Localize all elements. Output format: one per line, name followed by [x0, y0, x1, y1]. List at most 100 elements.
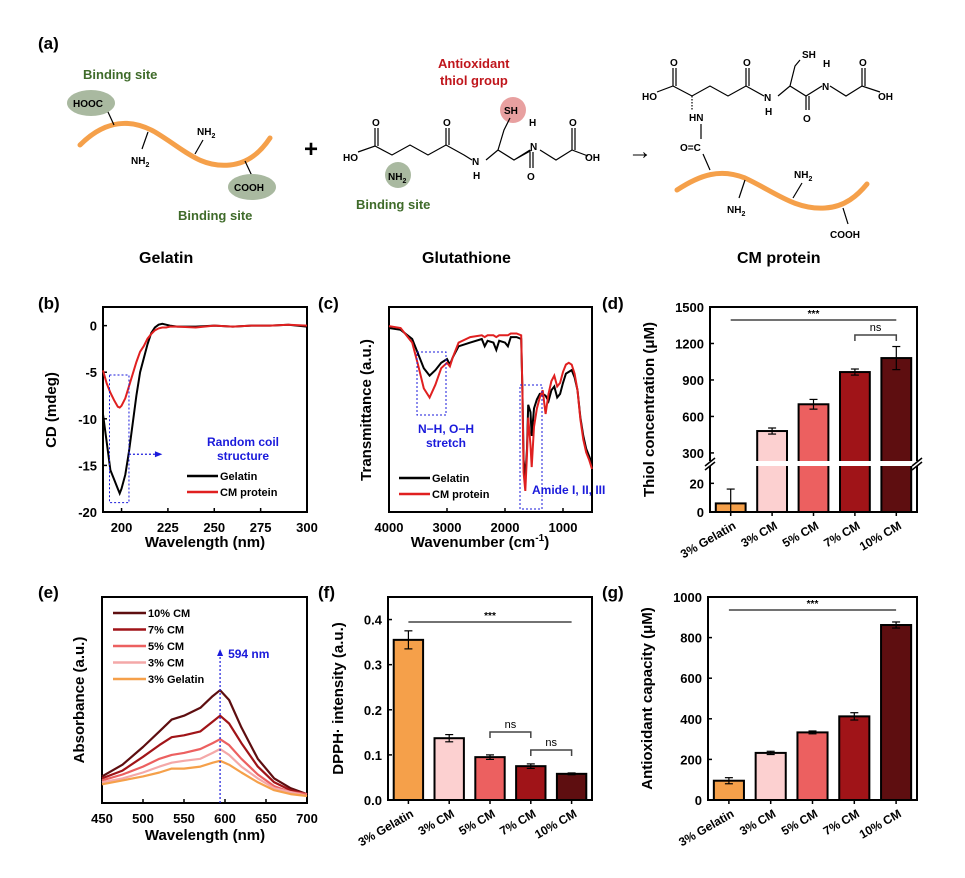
x-tick-label: 4000 — [375, 520, 404, 535]
y-tick-label: 0 — [697, 505, 704, 520]
binding-site-label: Binding site — [83, 67, 157, 82]
bond — [792, 182, 803, 199]
panel-label-d: (d) — [602, 294, 624, 313]
series-line-gelatin — [388, 327, 593, 479]
h-label: H — [823, 59, 830, 70]
y-tick-label: 0 — [90, 319, 97, 334]
sh-label: SH — [504, 106, 518, 117]
legend-label: 3% Gelatin — [148, 674, 205, 686]
glutathione-name: Glutathione — [422, 250, 511, 267]
h-label: H — [473, 171, 480, 182]
y-tick-label: 0.2 — [364, 703, 382, 718]
legend-label: 7% CM — [148, 625, 184, 637]
y-tick-label: 0.1 — [364, 748, 382, 763]
bar — [838, 715, 871, 802]
annotation-arrowhead — [154, 451, 163, 458]
o-label: O — [859, 58, 867, 69]
y-tick-label: -20 — [78, 505, 97, 520]
plot-frame — [102, 306, 308, 513]
series-line-cm-protein — [388, 325, 593, 491]
y-tick-label: -10 — [78, 412, 97, 427]
x-tick-label: 3% Gelatin — [356, 806, 416, 849]
o-label: O — [569, 118, 577, 129]
x-tick-label: 500 — [132, 811, 154, 826]
binding-site-highlight — [228, 174, 276, 200]
bar — [392, 638, 425, 801]
y-axis-label: Absorbance (a.u.) — [71, 637, 88, 764]
h-label: H — [529, 118, 536, 129]
bond — [702, 153, 711, 171]
annotation-box — [519, 384, 543, 510]
ho-label: HO — [343, 153, 358, 164]
x-tick-label: 3% CM — [737, 806, 778, 838]
y-tick-label: 200 — [680, 752, 702, 767]
n-label: N — [764, 93, 771, 104]
series-line-10-cm — [101, 689, 308, 796]
glutathione-bonds — [357, 117, 589, 161]
annotation-label: Amide I, II, III — [532, 483, 605, 497]
y-axis-label: Transmittance (a.u.) — [358, 339, 375, 481]
x-tick-label: 275 — [250, 520, 272, 535]
n-label: N — [472, 157, 479, 168]
y-tick-label: 300 — [682, 446, 704, 461]
nh2-label: NH2 — [131, 156, 149, 169]
panel-label-b: (b) — [38, 294, 60, 313]
binding-site-highlight — [385, 162, 411, 188]
y-tick-label: 800 — [680, 631, 702, 646]
significance-bracket — [530, 749, 573, 756]
bar — [555, 772, 588, 802]
ho-label: HO — [642, 92, 657, 103]
y-tick-label: 600 — [680, 671, 702, 686]
y-tick-label: 0.0 — [364, 793, 382, 808]
bond — [194, 139, 204, 155]
y-tick-label: -15 — [78, 458, 97, 473]
x-tick-label: 3000 — [433, 520, 462, 535]
y-tick-label: 600 — [682, 409, 704, 424]
y-tick-label: 1000 — [673, 590, 702, 605]
axis-break-mark — [911, 457, 923, 467]
y-tick-label: 1500 — [675, 300, 704, 315]
bar — [880, 357, 913, 513]
thiol-highlight — [500, 97, 526, 123]
thiol-label-line1: Antioxidant — [438, 56, 510, 71]
axis-break-mark — [704, 461, 716, 471]
gelatin-structure: Binding site HOOC NH2 NH2 COOH Binding s… — [67, 67, 276, 267]
bar — [880, 624, 913, 801]
nh2-label: NH2 — [388, 172, 406, 185]
cm-chain — [674, 170, 870, 211]
cm-bonds — [656, 59, 881, 97]
legend-label: Gelatin — [432, 473, 470, 485]
panel-label-a: (a) — [38, 34, 59, 53]
annotation-label: N−H, O−H — [418, 422, 474, 436]
binding-site-label: Binding site — [178, 208, 252, 223]
x-tick-label: 2000 — [491, 520, 520, 535]
gelatin-name: Gelatin — [139, 250, 193, 267]
x-tick-label: 3% Gelatin — [676, 806, 736, 849]
legend-label: Gelatin — [220, 471, 258, 483]
x-tick-label: 300 — [296, 520, 318, 535]
n-label: N — [530, 142, 537, 153]
o-label: O — [670, 58, 678, 69]
y-tick-label: 1200 — [675, 336, 704, 351]
x-tick-label: 250 — [203, 520, 225, 535]
bond — [738, 179, 746, 199]
nh2-label: NH2 — [727, 205, 745, 218]
series-line-gelatin — [102, 322, 308, 497]
bond — [842, 207, 849, 225]
o-label: O — [743, 58, 751, 69]
y-axis-label: Antioxidant capacity (μM) — [639, 607, 656, 790]
significance-label: *** — [484, 611, 496, 622]
x-tick-label: 10% CM — [857, 518, 904, 553]
nh2-label: NH2 — [794, 170, 812, 183]
significance-bracket — [489, 731, 532, 738]
x-axis-label: Wavelength (nm) — [145, 534, 265, 551]
hooc-label: HOOC — [73, 99, 103, 110]
significance-label: ns — [505, 719, 517, 731]
x-tick-label: 225 — [157, 520, 179, 535]
series-line-7-cm — [101, 714, 308, 796]
x-tick-label: 3% CM — [416, 806, 457, 838]
